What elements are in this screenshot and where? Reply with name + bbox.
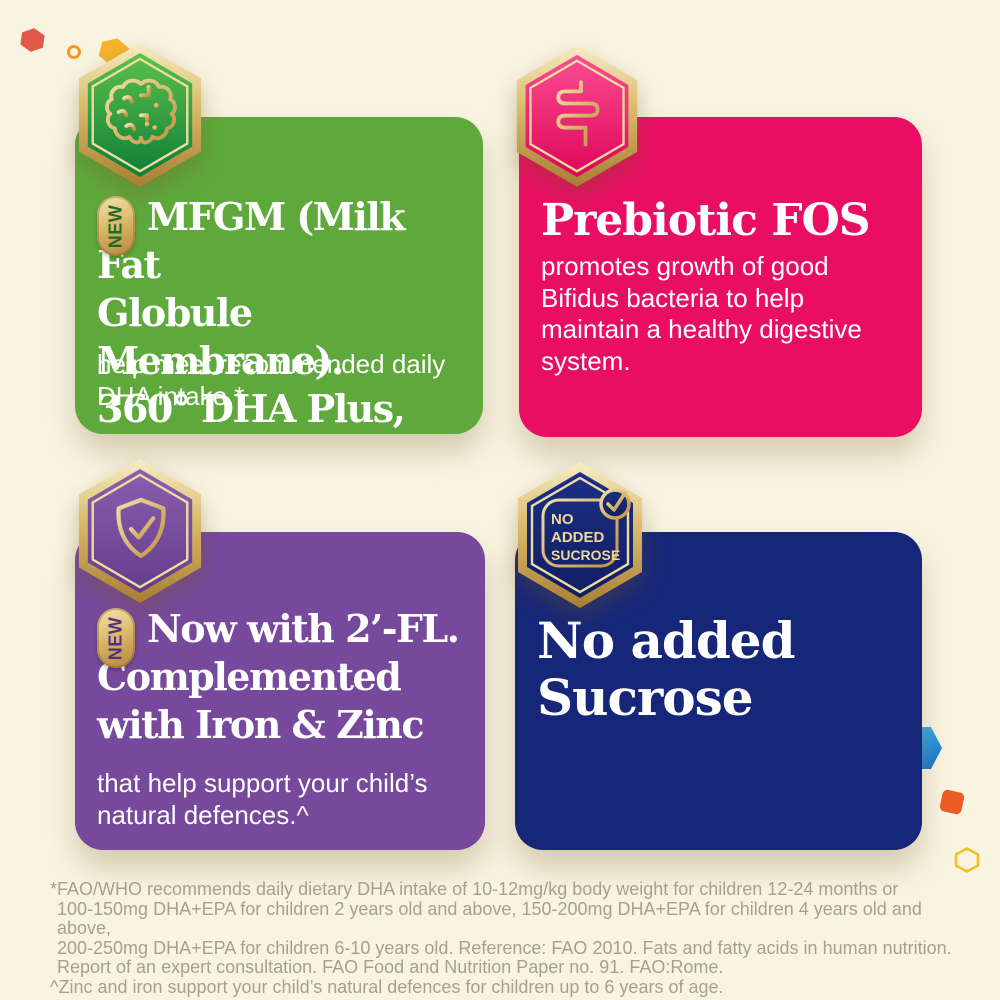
body-line: that help support your child’s [97, 768, 428, 798]
badge-mfgm [75, 40, 205, 190]
body-line: promotes growth of good [541, 251, 829, 281]
mfgm-body-text: help meet recommended daily DHA intake.* [97, 349, 469, 412]
badge-defence [75, 456, 205, 606]
footnote-line: ^Zinc and iron support your child’s natu… [50, 976, 724, 997]
headline-line: Globule Membrane). [97, 290, 344, 383]
sucrose-headline: No added Sucrose [537, 612, 908, 726]
footnote-line: 200-250mg DHA+EPA for children 6-10 year… [57, 937, 952, 958]
card-2fl-iron-zinc: NEW Now with 2’-FL. Complemented with Ir… [75, 459, 485, 850]
new-badge-label: NEW [105, 616, 126, 660]
badge-prebiotic [513, 42, 641, 190]
headline-line: Prebiotic FOS [541, 195, 871, 246]
footnote: *FAO/WHO recommends daily dietary DHA in… [50, 879, 965, 997]
yellow-hexagon-outline-decor [954, 847, 980, 873]
headline-line: Now with 2’-FL. [147, 606, 460, 651]
orange-ring-decor [67, 45, 81, 59]
shield-check-icon [78, 459, 202, 603]
seal-text-no: NO [551, 511, 574, 528]
headline-line: with Iron & Zinc [97, 702, 425, 747]
check-circle-icon [599, 488, 631, 520]
card-prebiotic-fos: Prebiotic FOS promotes growth of good Bi… [516, 45, 922, 437]
footnote-line: 100-150mg DHA+EPA for children 2 years o… [57, 898, 922, 938]
gut-icon [516, 45, 638, 187]
prebiotic-headline: Prebiotic FOS [541, 197, 908, 245]
seal-text-sucrose: SUCROSE [551, 547, 620, 563]
seal-text-added: ADDED [551, 529, 605, 546]
new-badge: NEW [97, 608, 135, 668]
badge-no-added-sucrose: NO ADDED SUCROSE [512, 460, 648, 610]
body-line: help meet recommended daily [97, 349, 446, 379]
prebiotic-body-text: promotes growth of good Bifidus bacteria… [541, 251, 908, 377]
headline-line: Complemented [97, 654, 402, 699]
2fl-body-text: that help support your child’s natural d… [97, 768, 471, 831]
2fl-headline: Now with 2’-FL. Complemented with Iron &… [97, 605, 471, 749]
body-line: system. [541, 345, 631, 376]
orange-square-decor [938, 788, 966, 816]
headline-line: No added [537, 611, 796, 670]
footnote-line: Report of an expert consultation. FAO Fo… [57, 957, 724, 977]
body-line: Bifidus bacteria to help [541, 282, 805, 313]
body-line: natural defences.^ [97, 799, 309, 830]
headline-line: 360° DHA Plus, [97, 386, 406, 431]
headline-line: MFGM (Milk Fat [97, 194, 406, 287]
card-no-added-sucrose: NO ADDED SUCROSE No added Sucrose [515, 462, 922, 850]
no-added-sucrose-seal-icon: NO ADDED SUCROSE [518, 462, 642, 608]
card-mfgm-dha: NEW MFGM (Milk Fat Globule Membrane). 36… [75, 43, 483, 434]
footnote-line: *FAO/WHO recommends daily dietary DHA in… [50, 879, 899, 899]
brain-circuit-icon [78, 43, 202, 187]
body-line: maintain a healthy digestive [541, 314, 862, 344]
body-line: DHA intake.* [97, 380, 245, 411]
new-badge-label: NEW [105, 204, 126, 248]
headline-line: Sucrose [537, 668, 754, 727]
red-hexagon-decor [19, 27, 45, 54]
new-badge: NEW [97, 196, 135, 256]
